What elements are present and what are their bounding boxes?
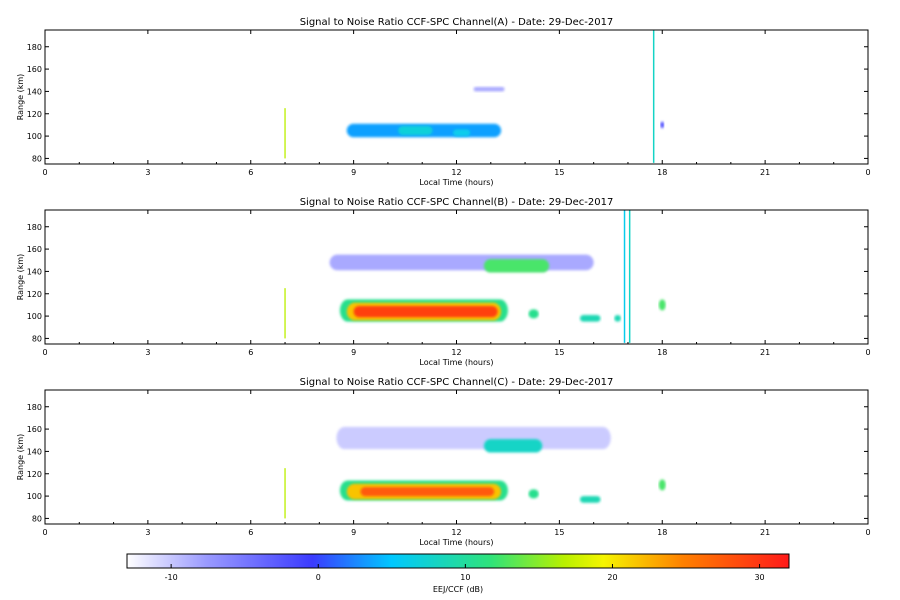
- y-tick-label: 120: [27, 290, 42, 299]
- y-tick-label: 80: [32, 334, 42, 343]
- heatmap-features-b: [284, 210, 666, 343]
- colorbar-label: EEJ/CCF (dB): [433, 585, 483, 594]
- x-tick-label: 12: [451, 348, 461, 357]
- x-tick-label: 6: [248, 348, 253, 357]
- x-tick-label: 18: [657, 348, 667, 357]
- heatmap-features-a: [284, 30, 664, 163]
- x-tick-label: 15: [554, 168, 564, 177]
- y-tick-label: 120: [27, 110, 42, 119]
- y-axis-label: Range (km): [16, 434, 25, 481]
- x-tick-label: 18: [657, 168, 667, 177]
- plot-frame-a: [44, 29, 869, 165]
- y-tick-label: 120: [27, 470, 42, 479]
- x-tick-label: 0: [865, 528, 870, 537]
- echo-band: [360, 487, 495, 497]
- x-tick-label: 9: [351, 348, 356, 357]
- x-tick-label: 0: [865, 168, 870, 177]
- x-tick-label: 15: [554, 348, 564, 357]
- y-tick-label: 100: [27, 132, 42, 141]
- echo-band: [660, 121, 664, 129]
- y-tick-label: 100: [27, 492, 42, 501]
- y-tick-label: 180: [27, 223, 42, 232]
- colorbar-tick-label: 10: [460, 573, 470, 582]
- x-tick-label: 3: [145, 348, 150, 357]
- heatmap-features-c: [284, 426, 666, 519]
- echo-band: [336, 426, 611, 450]
- x-tick-label: 18: [657, 528, 667, 537]
- x-tick-label: 15: [554, 528, 564, 537]
- echo-band: [483, 439, 543, 453]
- x-tick-label: 21: [760, 348, 770, 357]
- x-tick-label: 6: [248, 528, 253, 537]
- y-tick-label: 180: [27, 43, 42, 52]
- panel-title-b: Signal to Noise Ratio CCF-SPC Channel(B)…: [300, 197, 614, 208]
- y-tick-label: 160: [27, 65, 42, 74]
- panel-title-c: Signal to Noise Ratio CCF-SPC Channel(C)…: [300, 377, 614, 388]
- panel-c: Signal to Noise Ratio CCF-SPC Channel(C)…: [16, 377, 871, 547]
- colorbar-gradient: [126, 553, 790, 569]
- x-tick-label: 0: [865, 348, 870, 357]
- echo-band: [658, 299, 666, 311]
- colorbar-tick-label: 30: [754, 573, 764, 582]
- y-tick-label: 100: [27, 312, 42, 321]
- y-tick-label: 160: [27, 425, 42, 434]
- colorbar-tick-label: 20: [607, 573, 617, 582]
- y-tick-label: 80: [32, 154, 42, 163]
- y-tick-label: 180: [27, 403, 42, 412]
- x-tick-label: 12: [451, 168, 461, 177]
- plot-frame-c: [44, 389, 869, 525]
- x-tick-label: 0: [42, 168, 47, 177]
- echo-band: [483, 259, 550, 273]
- plot-frame-b: [44, 209, 869, 345]
- x-tick-label: 21: [760, 168, 770, 177]
- y-axis-label: Range (km): [16, 74, 25, 121]
- x-axis-label: Local Time (hours): [419, 178, 493, 187]
- echo-band: [453, 129, 471, 137]
- x-tick-label: 0: [42, 348, 47, 357]
- echo-band: [528, 489, 539, 499]
- x-tick-label: 3: [145, 528, 150, 537]
- x-tick-label: 21: [760, 528, 770, 537]
- x-axis-label: Local Time (hours): [419, 358, 493, 367]
- x-tick-label: 3: [145, 168, 150, 177]
- x-tick-label: 12: [451, 528, 461, 537]
- colorbar-tick-label: -10: [165, 573, 178, 582]
- echo-band: [579, 314, 601, 322]
- y-axis-label: Range (km): [16, 254, 25, 301]
- echo-band: [658, 479, 666, 491]
- panel-a: Signal to Noise Ratio CCF-SPC Channel(A)…: [16, 17, 871, 187]
- echo-band: [579, 496, 601, 503]
- panel-title-a: Signal to Noise Ratio CCF-SPC Channel(A)…: [300, 17, 614, 28]
- panel-b: Signal to Noise Ratio CCF-SPC Channel(B)…: [16, 197, 871, 367]
- y-tick-label: 160: [27, 245, 42, 254]
- x-tick-label: 9: [351, 168, 356, 177]
- echo-band: [398, 126, 433, 135]
- x-tick-label: 6: [248, 168, 253, 177]
- colorbar: -10 0 10 20 30 EEJ/CCF (dB): [126, 553, 790, 594]
- y-tick-label: 80: [32, 514, 42, 523]
- y-tick-label: 140: [27, 87, 42, 96]
- colorbar-tick-label: 0: [316, 573, 321, 582]
- x-tick-label: 9: [351, 528, 356, 537]
- y-tick-label: 140: [27, 447, 42, 456]
- echo-band: [329, 254, 594, 271]
- echo-band: [614, 314, 622, 322]
- echo-band: [528, 309, 539, 319]
- y-tick-label: 140: [27, 267, 42, 276]
- echo-band: [473, 86, 505, 92]
- echo-band: [353, 306, 498, 318]
- x-axis-label: Local Time (hours): [419, 538, 493, 547]
- x-tick-label: 0: [42, 528, 47, 537]
